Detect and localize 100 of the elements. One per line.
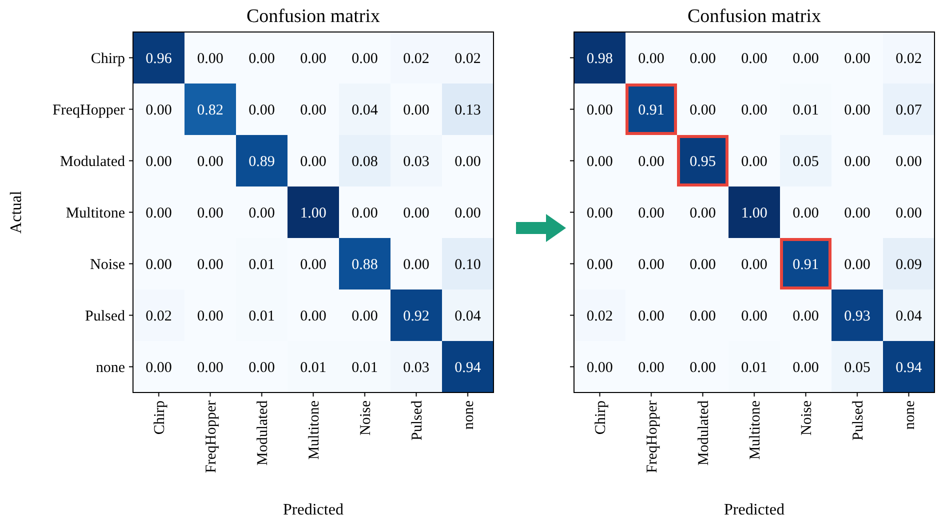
data-label: 0.00 bbox=[300, 257, 326, 273]
data-label: 0.08 bbox=[352, 154, 378, 170]
data-label: 0.03 bbox=[403, 154, 430, 170]
data-label: 0.04 bbox=[454, 308, 482, 324]
data-label: 0.00 bbox=[586, 154, 613, 170]
data-label: 0.00 bbox=[146, 206, 172, 222]
x-tick-label: FreqHopper bbox=[203, 400, 220, 473]
data-label: 0.00 bbox=[638, 51, 664, 67]
data-label: 0.00 bbox=[844, 206, 870, 222]
data-label: 0.01 bbox=[300, 360, 326, 376]
data-label: 0.00 bbox=[690, 308, 716, 324]
data-label: 0.98 bbox=[586, 51, 613, 67]
data-label: 0.94 bbox=[454, 360, 482, 376]
data-label: 0.91 bbox=[638, 102, 664, 118]
data-label: 0.03 bbox=[403, 360, 430, 376]
data-label: 0.01 bbox=[741, 360, 768, 376]
data-label: 0.00 bbox=[146, 154, 172, 170]
data-label: 0.00 bbox=[352, 51, 378, 67]
data-label: 0.02 bbox=[454, 51, 481, 67]
x-tick-label: Multitone bbox=[747, 400, 764, 460]
x-tick-label: Pulsed bbox=[850, 400, 866, 441]
x-tick-label: none bbox=[902, 400, 918, 430]
data-label: 0.00 bbox=[638, 308, 664, 324]
data-label: 1.00 bbox=[300, 206, 326, 222]
y-axis-title: Actual bbox=[8, 190, 25, 234]
x-tick-label: Modulated bbox=[254, 400, 271, 466]
data-label: 0.00 bbox=[586, 206, 613, 222]
x-tick-label: Multitone bbox=[306, 400, 322, 460]
data-label: 0.89 bbox=[248, 154, 275, 170]
y-tick-label: Pulsed bbox=[84, 308, 126, 324]
x-tick-label: Modulated bbox=[696, 400, 712, 466]
y-tick-label: none bbox=[96, 360, 126, 376]
data-label: 0.00 bbox=[792, 308, 819, 324]
data-label: 0.02 bbox=[896, 51, 922, 67]
data-label: 0.01 bbox=[248, 308, 275, 324]
x-axis-title: Predicted bbox=[283, 502, 344, 518]
data-label: 0.04 bbox=[896, 308, 922, 324]
data-label: 0.00 bbox=[586, 360, 613, 376]
data-label: 0.92 bbox=[403, 308, 430, 324]
y-tick-label: FreqHopper bbox=[52, 102, 125, 118]
data-label: 0.00 bbox=[690, 206, 716, 222]
data-label: 0.00 bbox=[454, 206, 481, 222]
data-label: 0.00 bbox=[638, 154, 664, 170]
data-label: 0.00 bbox=[248, 206, 275, 222]
data-label: 0.00 bbox=[586, 257, 613, 273]
data-label: 0.00 bbox=[792, 206, 819, 222]
data-label: 0.00 bbox=[352, 206, 378, 222]
data-label: 0.95 bbox=[690, 154, 716, 170]
data-label: 0.00 bbox=[197, 154, 224, 170]
chart-title: Confusion matrix bbox=[687, 6, 822, 27]
data-label: 1.00 bbox=[741, 206, 768, 222]
data-label: 0.00 bbox=[741, 154, 768, 170]
data-label: 0.01 bbox=[792, 102, 819, 118]
data-label: 0.00 bbox=[896, 154, 922, 170]
data-label: 0.00 bbox=[741, 51, 768, 67]
data-label: 0.00 bbox=[197, 257, 224, 273]
data-label: 0.00 bbox=[690, 257, 716, 273]
data-label: 0.10 bbox=[454, 257, 481, 273]
data-label: 0.00 bbox=[844, 257, 870, 273]
data-label: 0.01 bbox=[248, 257, 275, 273]
data-label: 0.00 bbox=[146, 257, 172, 273]
x-tick-label: Noise bbox=[358, 400, 374, 436]
data-label: 0.00 bbox=[403, 206, 430, 222]
data-label: 0.00 bbox=[844, 102, 870, 118]
data-label: 0.02 bbox=[586, 308, 613, 324]
data-label: 0.00 bbox=[896, 206, 922, 222]
x-tick-label: Chirp bbox=[152, 400, 168, 435]
data-label: 0.00 bbox=[146, 360, 172, 376]
data-label: 0.00 bbox=[844, 51, 870, 67]
data-label: 0.00 bbox=[741, 308, 768, 324]
data-label: 0.00 bbox=[146, 102, 172, 118]
data-label: 0.02 bbox=[146, 308, 172, 324]
data-label: 0.00 bbox=[248, 360, 275, 376]
data-label: 0.05 bbox=[844, 360, 870, 376]
data-label: 0.00 bbox=[248, 102, 275, 118]
data-label: 0.00 bbox=[638, 360, 664, 376]
data-label: 0.00 bbox=[403, 257, 430, 273]
x-tick-label: Noise bbox=[798, 400, 815, 436]
data-label: 0.00 bbox=[197, 308, 224, 324]
data-label: 0.09 bbox=[896, 257, 922, 273]
x-tick-label: Pulsed bbox=[409, 400, 426, 441]
data-label: 0.02 bbox=[403, 51, 430, 67]
x-tick-label: Chirp bbox=[592, 400, 609, 435]
x-axis-title: Predicted bbox=[724, 502, 784, 518]
data-label: 0.00 bbox=[638, 257, 664, 273]
data-label: 0.00 bbox=[690, 360, 716, 376]
chart-title: Confusion matrix bbox=[246, 6, 381, 27]
data-label: 0.00 bbox=[300, 102, 326, 118]
data-label: 0.96 bbox=[146, 51, 172, 67]
data-label: 0.00 bbox=[300, 154, 326, 170]
data-label: 0.00 bbox=[403, 102, 430, 118]
data-label: 0.05 bbox=[792, 154, 819, 170]
y-tick-label: Noise bbox=[90, 257, 126, 273]
y-tick-label: Multitone bbox=[66, 206, 126, 222]
data-label: 0.00 bbox=[197, 360, 224, 376]
data-label: 0.00 bbox=[741, 257, 768, 273]
y-tick-label: Modulated bbox=[60, 154, 126, 170]
data-label: 0.01 bbox=[352, 360, 378, 376]
data-label: 0.00 bbox=[454, 154, 481, 170]
data-label: 0.00 bbox=[300, 51, 326, 67]
